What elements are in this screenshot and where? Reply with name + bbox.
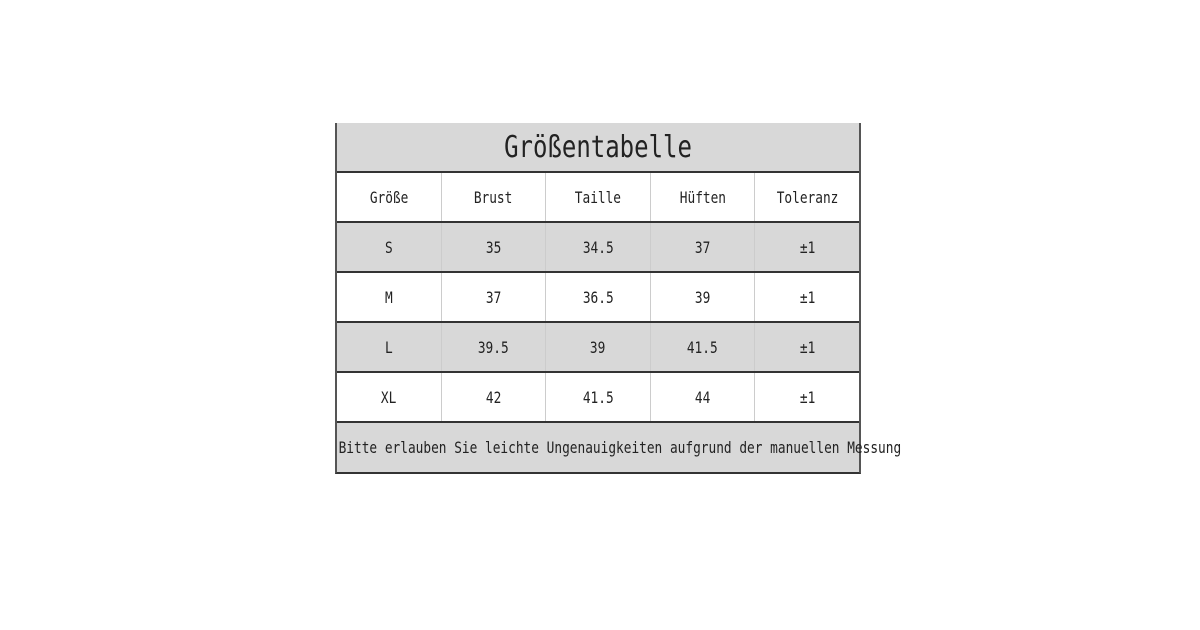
cell-value: 34.5: [582, 237, 614, 257]
table-cell: 37: [442, 273, 547, 321]
table-cell: 39.5: [442, 323, 547, 371]
table-cell: S: [337, 223, 442, 271]
cell-value: M: [384, 287, 393, 307]
header-tolerance: Toleranz: [755, 173, 859, 221]
cell-value: 44: [694, 387, 711, 407]
header-waist: Taille: [546, 173, 651, 221]
table-title: Größentabelle: [389, 123, 807, 171]
cell-value: L: [384, 337, 393, 357]
cell-value: ±1: [799, 237, 815, 257]
cell-value: 36.5: [582, 287, 614, 307]
table-cell: 44: [651, 373, 756, 421]
cell-value: 39: [590, 337, 606, 357]
title-row: Größentabelle: [337, 123, 859, 173]
table-cell: 41.5: [651, 323, 756, 371]
cell-value: 42: [485, 387, 502, 407]
header-hips: Hüften: [651, 173, 756, 221]
header-row: Größe Brust Taille Hüften Toleranz: [337, 173, 859, 223]
cell-value: S: [384, 237, 393, 257]
header-chest: Brust: [442, 173, 547, 221]
cell-value: 37: [485, 287, 502, 307]
header-chest-label: Brust: [474, 187, 513, 207]
footer-text: Bitte erlauben Sie leichte Ungenauigkeit…: [338, 438, 902, 457]
size-chart-table: Größentabelle Größe Brust Taille Hüften …: [335, 123, 901, 474]
table-row: XL 42 41.5 44 ±1: [337, 373, 859, 423]
table-cell: ±1: [755, 223, 859, 271]
table-cell: ±1: [755, 323, 859, 371]
table-row: S 35 34.5 37 ±1: [337, 223, 859, 273]
cell-value: 35: [485, 237, 502, 257]
table-cell: 35: [442, 223, 547, 271]
cell-value: XL: [381, 387, 397, 407]
table-row: M 37 36.5 39 ±1: [337, 273, 859, 323]
cell-value: 41.5: [687, 337, 718, 357]
table-cell: L: [337, 323, 442, 371]
table-cell: 39: [546, 323, 651, 371]
table-cell: 34.5: [546, 223, 651, 271]
cell-value: ±1: [799, 337, 815, 357]
cell-value: ±1: [799, 287, 815, 307]
header-hips-label: Hüften: [679, 187, 726, 207]
header-tolerance-label: Toleranz: [776, 187, 838, 207]
header-size: Größe: [337, 173, 442, 221]
table-cell: 39: [651, 273, 756, 321]
header-size-label: Größe: [369, 187, 409, 207]
table-cell: ±1: [755, 373, 859, 421]
table-cell: 36.5: [546, 273, 651, 321]
footer-note: Bitte erlauben Sie leichte Ungenauigkeit…: [337, 423, 901, 472]
table-cell: XL: [337, 373, 442, 421]
header-waist-label: Taille: [574, 187, 622, 207]
table-cell: ±1: [755, 273, 859, 321]
cell-value: 41.5: [582, 387, 614, 407]
cell-value: 39: [694, 287, 711, 307]
table-cell: 41.5: [546, 373, 651, 421]
table-row: L 39.5 39 41.5 ±1: [337, 323, 859, 373]
table-cell: 42: [442, 373, 547, 421]
table-cell: 37: [651, 223, 756, 271]
cell-value: 37: [694, 237, 711, 257]
cell-value: 39.5: [477, 337, 509, 357]
cell-value: ±1: [799, 387, 815, 407]
table-cell: M: [337, 273, 442, 321]
